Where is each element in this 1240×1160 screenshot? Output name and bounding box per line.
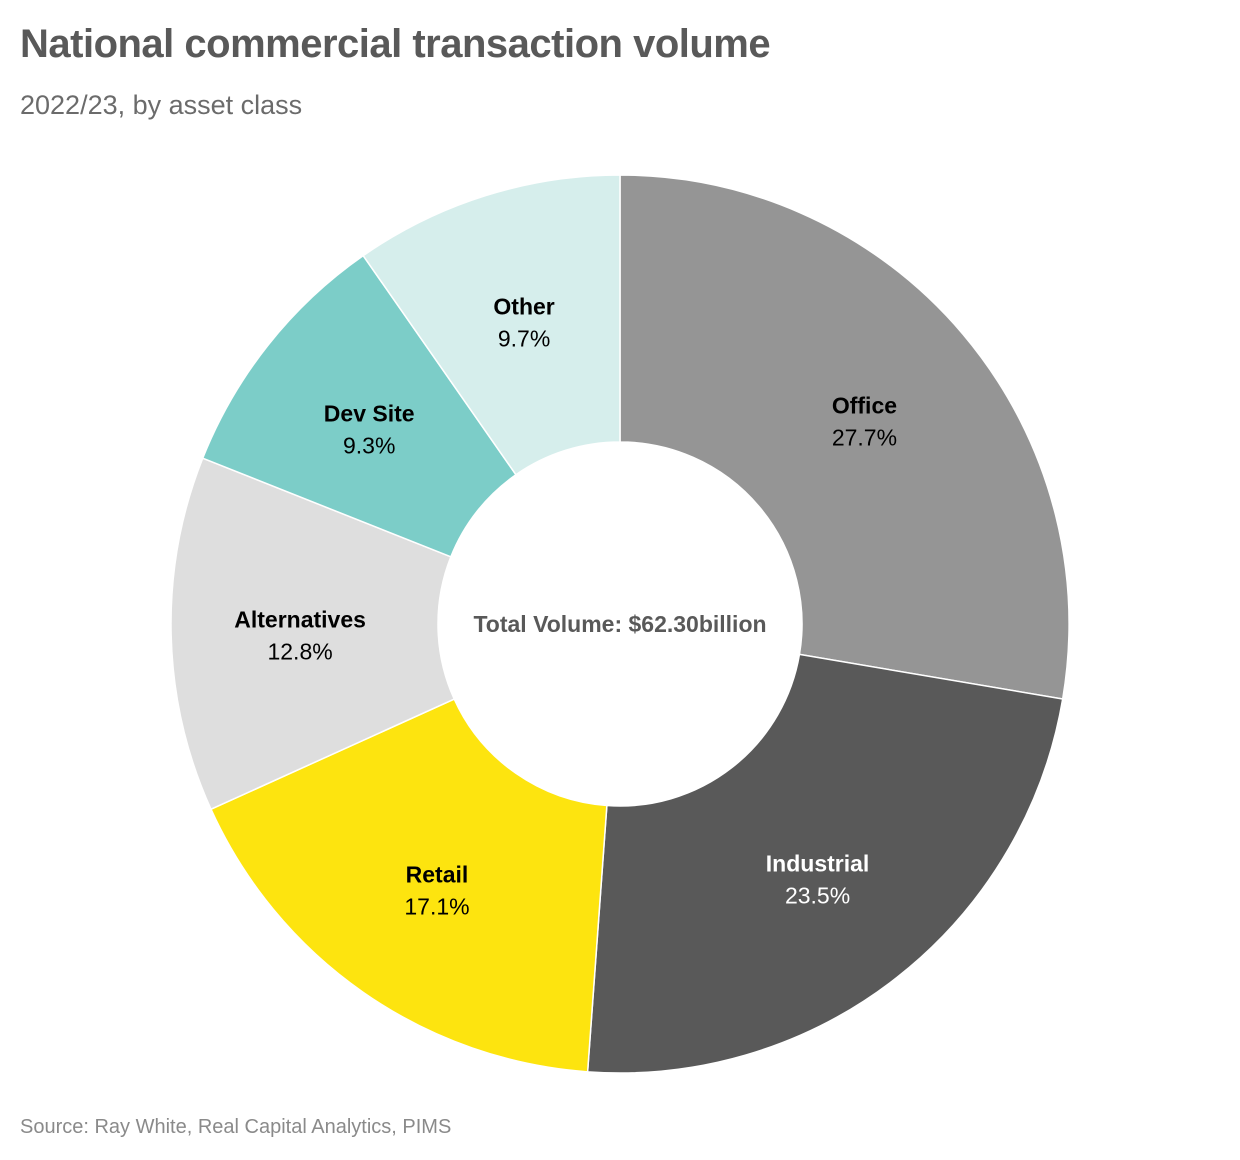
slice-label-office: Office — [832, 392, 897, 418]
slice-label-alternatives: Alternatives — [234, 607, 366, 633]
slice-value-retail: 17.1% — [404, 893, 469, 919]
slice-label-industrial: Industrial — [766, 851, 870, 877]
slice-labels: Office 27.7% Industrial 23.5% Retail 17.1% Alt… — [234, 294, 897, 920]
slice-retail — [209, 698, 608, 1073]
donut-slices — [170, 174, 1070, 1074]
source-note: Source: Ray White, Real Capital Analytic… — [20, 1116, 452, 1138]
slice-dev-site — [201, 254, 517, 558]
center-total-label: Total Volume: $62.30billion — [473, 611, 766, 637]
slice-label-retail: Retail — [406, 861, 469, 887]
slice-label-other: Other — [493, 294, 554, 320]
slice-other — [362, 174, 621, 476]
slice-label-dev-site: Dev Site — [324, 400, 415, 426]
slice-value-dev-site: 9.3% — [343, 432, 395, 458]
slice-office — [619, 174, 1070, 700]
slice-value-industrial: 23.5% — [785, 883, 850, 909]
slice-value-alternatives: 12.8% — [267, 639, 332, 665]
slice-value-other: 9.7% — [498, 326, 550, 352]
slice-industrial — [586, 653, 1064, 1074]
slice-value-office: 27.7% — [832, 424, 897, 450]
chart-title: National commercial transaction volume — [20, 22, 771, 66]
chart-subtitle: 2022/23, by asset class — [20, 90, 303, 120]
slice-alternatives — [170, 457, 456, 811]
